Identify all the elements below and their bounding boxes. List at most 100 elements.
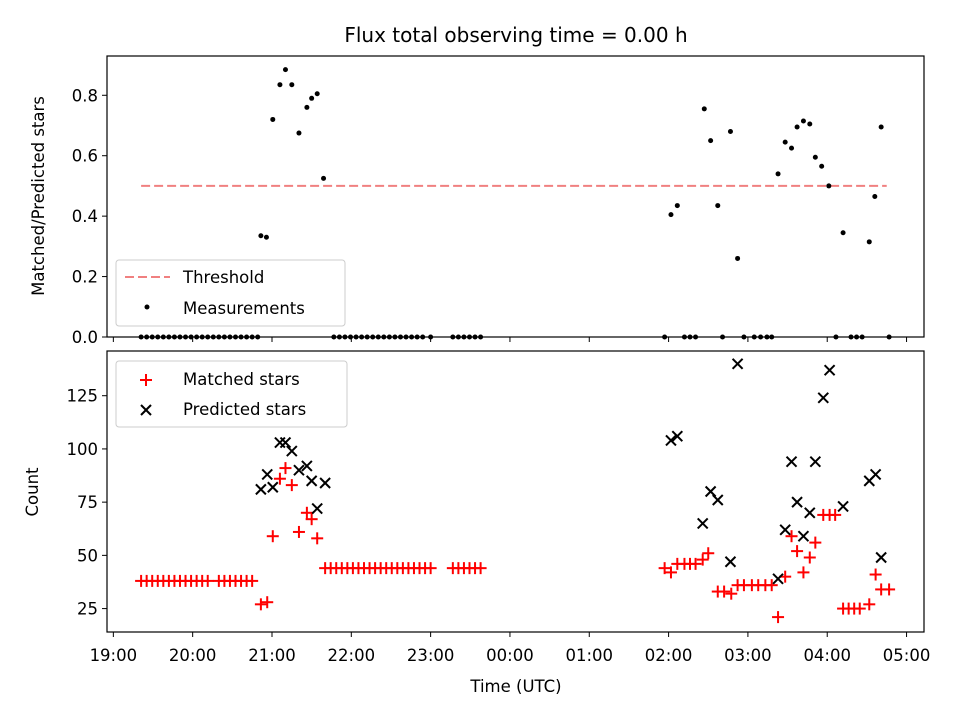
- predicted-star-point: [804, 507, 816, 519]
- predicted-star-point: [286, 445, 298, 457]
- bottom-y-axis-label: Count: [23, 467, 42, 517]
- measurement-point: [708, 138, 714, 144]
- matched-star-point: [266, 530, 279, 543]
- matched-star-point: [809, 536, 822, 549]
- x-axis-label: Time (UTC): [469, 677, 561, 696]
- predicted-star-point: [797, 530, 810, 542]
- top-y-ticks: 0.0 0.2 0.4 0.6 0.8: [72, 86, 107, 347]
- bottom-legend: Matched stars Predicted stars: [115, 360, 348, 428]
- measurement-point: [701, 106, 707, 112]
- measurement-point: [872, 194, 878, 199]
- top-plot-frame: [106, 55, 925, 338]
- matched-star-point: [273, 472, 286, 485]
- predicted-star-point: [875, 551, 887, 564]
- measurement-point: [840, 230, 846, 236]
- bottom-plot-frame: [106, 350, 925, 633]
- predicted-star-point: [817, 392, 829, 404]
- measurement-point: [263, 234, 269, 240]
- predicted-star-point: [785, 455, 798, 468]
- matched-star-point: [300, 506, 313, 519]
- bottom-y-tick-label: 25: [77, 600, 98, 619]
- matched-star-point: [201, 574, 214, 587]
- predicted-star-point: [731, 358, 744, 370]
- matched-star-point: [765, 579, 778, 592]
- matched-star-point: [797, 566, 810, 579]
- predicted-star-point: [712, 494, 724, 506]
- measurements-legend-label: Measurements: [183, 299, 305, 318]
- predicted-star-point: [301, 460, 313, 472]
- predicted-stars-legend-label: Predicted stars: [183, 400, 306, 419]
- predicted-stars-legend-swatch: [140, 404, 152, 416]
- bottom-x-tick-label: 21:00: [248, 646, 296, 665]
- bottom-x-tick-label: 00:00: [486, 646, 534, 665]
- matched-star-point: [803, 551, 816, 564]
- measurement-point: [789, 145, 795, 151]
- measurement-point: [735, 255, 741, 261]
- measurement-point: [309, 95, 315, 101]
- predicted-star-point: [837, 500, 849, 513]
- matched-stars-series: [135, 462, 896, 624]
- bottom-x-ticks: 19:00 20:00 21:00 22:00 23:00 00:00 01:00 02:00…: [90, 632, 930, 665]
- measurement-point: [819, 163, 825, 169]
- bottom-x-tick-label: 03:00: [724, 646, 772, 665]
- bottom-y-tick-label: 75: [77, 493, 98, 512]
- matched-star-point: [772, 611, 785, 624]
- predicted-star-point: [791, 496, 803, 508]
- measurement-point: [715, 203, 721, 209]
- predicted-star-point: [696, 517, 709, 530]
- measurement-point: [289, 82, 295, 88]
- predicted-star-point: [311, 502, 323, 515]
- measurement-point: [800, 118, 806, 124]
- predicted-star-point: [724, 556, 737, 568]
- bottom-x-tick-label: 04:00: [803, 646, 851, 665]
- matched-star-point: [664, 566, 677, 579]
- measurement-point: [807, 121, 813, 127]
- bottom-y-ticks: 25 50 75 100 125: [67, 387, 107, 619]
- matched-star-point: [791, 545, 804, 558]
- bottom-y-tick-label: 125: [67, 387, 99, 406]
- predicted-star-point: [267, 481, 279, 493]
- matched-star-point: [305, 513, 318, 526]
- measurement-point: [826, 183, 832, 189]
- predicted-star-point: [823, 364, 836, 376]
- matched-star-point: [254, 598, 267, 611]
- matched-star-point: [424, 562, 437, 575]
- predicted-stars-series: [255, 358, 887, 585]
- matched-star-point: [853, 602, 866, 615]
- predicted-star-point: [261, 468, 273, 481]
- bottom-y-tick-label: 50: [77, 546, 98, 565]
- bottom-x-tick-label: 02:00: [645, 646, 693, 665]
- matched-star-point: [279, 462, 292, 475]
- matched-star-point: [785, 530, 798, 543]
- matched-star-point: [246, 574, 259, 587]
- chart-title: Flux total observing time = 0.00 h: [344, 23, 687, 47]
- measurement-point: [668, 212, 674, 218]
- top-y-axis-label: Matched/Predicted stars: [29, 96, 48, 296]
- matched-star-point: [829, 508, 842, 521]
- measurements-series: [138, 67, 892, 340]
- measurement-point: [782, 139, 788, 145]
- bottom-x-tick-label: 22:00: [328, 646, 376, 665]
- predicted-star-point: [779, 524, 791, 536]
- measurement-point: [794, 124, 800, 130]
- predicted-star-point: [671, 430, 684, 442]
- matched-star-point: [261, 596, 274, 609]
- matched-star-point: [702, 547, 715, 560]
- top-y-tick-label: 0.0: [72, 328, 98, 347]
- measurement-point: [277, 82, 283, 88]
- bottom-legend-box: [115, 360, 348, 428]
- matched-stars-legend-label: Matched stars: [183, 370, 300, 389]
- bottom-y-tick-label: 100: [67, 440, 99, 459]
- predicted-star-point: [293, 464, 305, 476]
- matched-star-point: [883, 583, 896, 596]
- top-y-tick-label: 0.4: [72, 207, 98, 226]
- matched-star-point: [474, 562, 487, 575]
- measurement-point: [812, 154, 818, 160]
- matched-star-point: [658, 562, 671, 575]
- matched-stars-legend-swatch: [140, 374, 152, 386]
- predicted-star-point: [772, 573, 784, 585]
- predicted-star-point: [809, 455, 822, 468]
- matched-star-point: [863, 598, 876, 611]
- measurement-point: [878, 124, 884, 130]
